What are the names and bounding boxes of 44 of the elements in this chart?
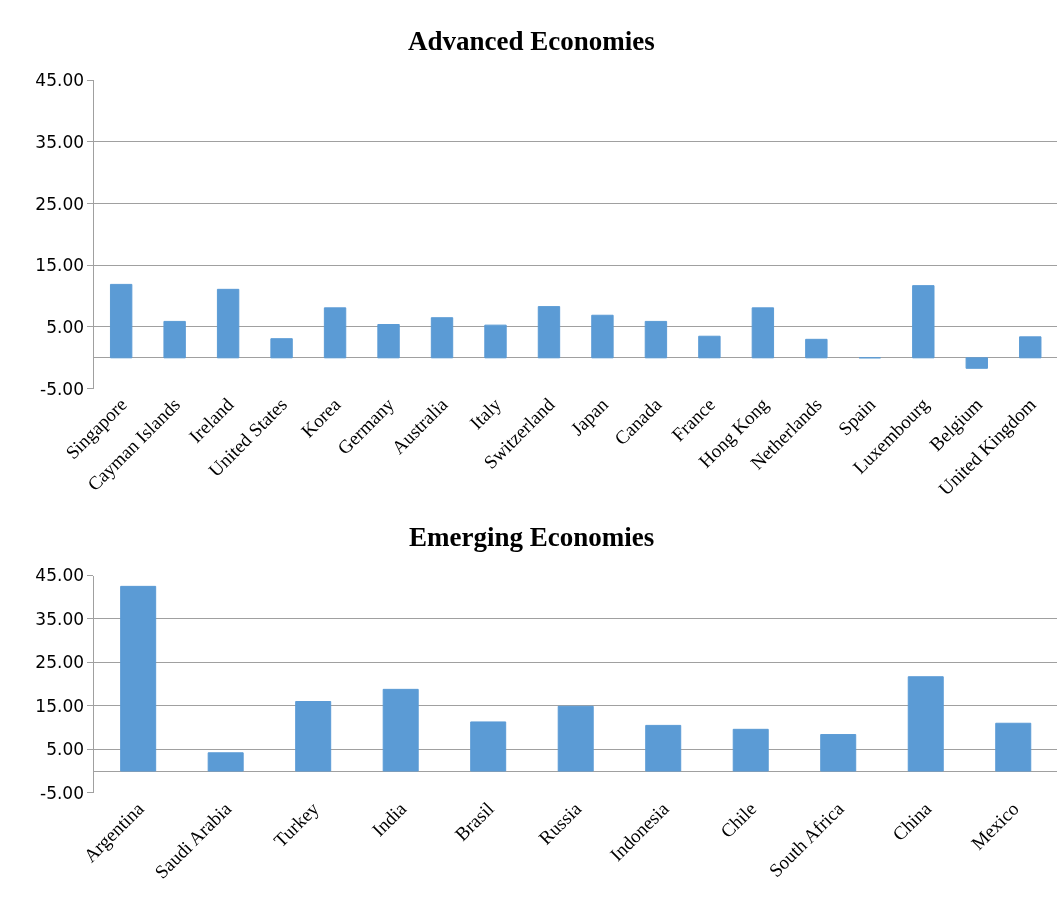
bar: [1019, 336, 1042, 359]
bar: [698, 335, 721, 359]
bar: [163, 320, 186, 359]
bar: [207, 752, 244, 772]
bar: [484, 324, 507, 359]
bar: [732, 728, 769, 772]
y-tick-label: 35.00: [35, 608, 85, 629]
bar: [537, 306, 561, 359]
y-tick-label: 5.00: [46, 739, 85, 760]
chart-title: Advanced Economies: [408, 26, 655, 56]
y-tick-label: 5.00: [46, 316, 85, 337]
y-tick-label: 25.00: [35, 193, 85, 214]
bar: [430, 317, 454, 359]
x-tick-label: Chile: [716, 797, 761, 842]
bar: [557, 705, 594, 772]
y-tick-label: 45.00: [35, 70, 85, 91]
bar: [109, 283, 133, 359]
bar: [377, 324, 400, 359]
bar: [995, 722, 1032, 772]
bar: [216, 288, 240, 359]
bar: [295, 701, 332, 772]
bar: [591, 314, 614, 359]
y-tick-label: 15.00: [35, 255, 85, 276]
bar: [382, 688, 419, 772]
bar: [912, 285, 935, 359]
bar: [751, 307, 775, 359]
bar: [820, 734, 857, 772]
y-tick-label: 15.00: [35, 695, 85, 716]
bar: [470, 721, 507, 772]
y-tick-label: -5.00: [40, 378, 85, 399]
x-tick-label: India: [367, 797, 411, 841]
bar: [907, 676, 944, 772]
chart-title: Emerging Economies: [409, 522, 655, 552]
y-tick-label: 45.00: [35, 565, 85, 586]
y-tick-label: 25.00: [35, 652, 85, 673]
bar: [645, 724, 682, 772]
bar: [805, 338, 828, 359]
bar: [323, 307, 347, 359]
bar: [965, 357, 988, 369]
bar: [120, 585, 157, 772]
y-tick-label: -5.00: [40, 782, 85, 803]
bar: [644, 320, 668, 359]
y-tick-label: 35.00: [35, 131, 85, 152]
bar: [270, 338, 293, 359]
